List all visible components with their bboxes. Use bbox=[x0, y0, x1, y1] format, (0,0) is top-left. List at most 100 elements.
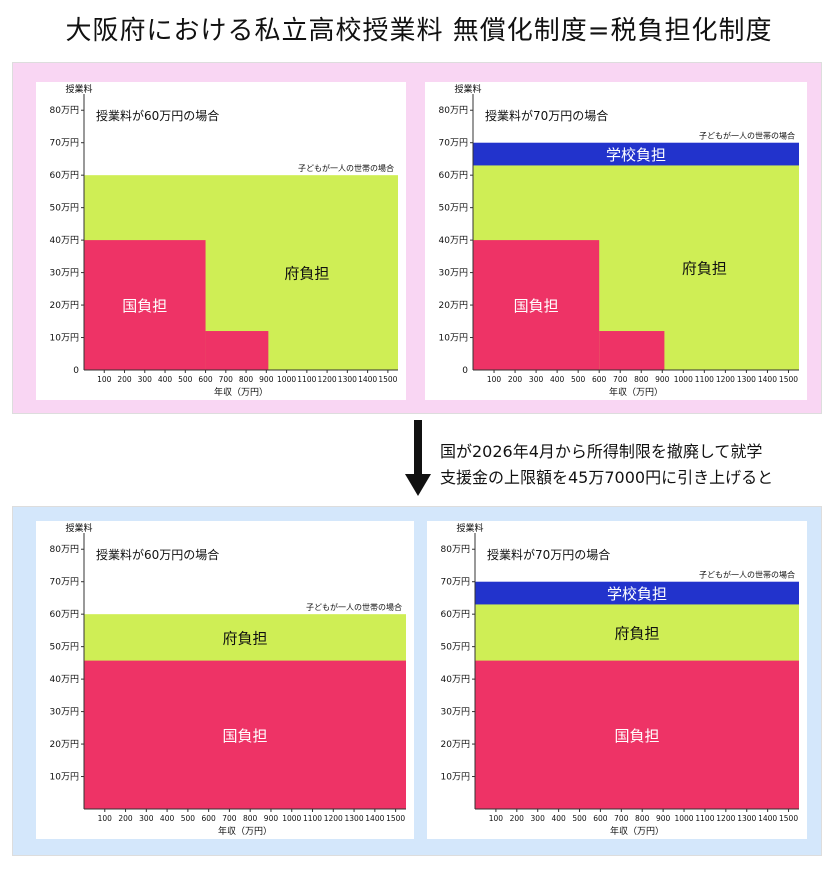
x-tick-label: 1500 bbox=[386, 814, 405, 823]
y-tick-label: 40万円 bbox=[441, 674, 470, 685]
x-tick-label: 500 bbox=[572, 814, 587, 823]
x-tick-label: 1200 bbox=[324, 814, 343, 823]
chart-subtitle: 授業料が70万円の場合 bbox=[487, 547, 610, 562]
y-tick-label: 10万円 bbox=[50, 333, 79, 344]
y-tick-label: 70万円 bbox=[50, 138, 79, 149]
chart-note: 子どもが一人の世帯の場合 bbox=[699, 131, 795, 141]
x-tick-label: 400 bbox=[160, 814, 175, 823]
y-axis-label: 授業料 bbox=[65, 83, 92, 95]
x-tick-label: 1100 bbox=[695, 814, 714, 823]
x-tick-label: 1400 bbox=[758, 814, 777, 823]
y-axis-label: 授業料 bbox=[65, 522, 92, 534]
x-tick-label: 1200 bbox=[318, 375, 337, 384]
chart-note: 子どもが一人の世帯の場合 bbox=[699, 570, 795, 580]
x-tick-label: 600 bbox=[593, 814, 608, 823]
chart-note: 子どもが一人の世帯の場合 bbox=[306, 602, 402, 612]
y-tick-label: 30万円 bbox=[50, 707, 79, 718]
y-tick-label: 20万円 bbox=[50, 300, 79, 311]
chart-svg: 国負担 府負担 学校負担 10万円 20万円 30万円 40万円 50万円 60万円 70万円 80… bbox=[439, 83, 799, 398]
x-tick-label: 600 bbox=[592, 375, 607, 384]
y-tick-label: 70万円 bbox=[439, 138, 468, 149]
area-label-school: 学校負担 bbox=[607, 585, 667, 603]
x-tick-label: 900 bbox=[656, 814, 671, 823]
area-国負担-step bbox=[205, 331, 269, 370]
y-tick-label: 20万円 bbox=[441, 739, 470, 750]
area-label-school: 学校負担 bbox=[606, 146, 666, 164]
chart-before-70: 国負担 府負担 学校負担 10万円 20万円 30万円 40万円 50万円 60万円 70万円 80… bbox=[425, 82, 807, 400]
y-tick-label: 50万円 bbox=[50, 203, 79, 214]
area-label-prefecture: 府負担 bbox=[284, 265, 329, 283]
y-zero-label: 0 bbox=[73, 366, 79, 376]
y-tick-label: 40万円 bbox=[50, 674, 79, 685]
x-tick-label: 1000 bbox=[282, 814, 301, 823]
area-国負担-step bbox=[84, 240, 206, 370]
y-tick-label: 50万円 bbox=[441, 642, 470, 653]
y-tick-label: 80万円 bbox=[439, 105, 468, 116]
x-tick-label: 100 bbox=[97, 375, 112, 384]
x-tick-label: 700 bbox=[613, 375, 628, 384]
area-label-prefecture: 府負担 bbox=[222, 629, 267, 647]
main-title: 大阪府における私立高校授業料 無償化制度=税負担化制度 bbox=[65, 16, 773, 46]
x-tick-label: 800 bbox=[239, 375, 254, 384]
x-tick-label: 400 bbox=[158, 375, 173, 384]
area-label-national: 国負担 bbox=[222, 727, 267, 745]
y-tick-label: 70万円 bbox=[50, 577, 79, 588]
chart-subtitle: 授業料が60万円の場合 bbox=[96, 108, 219, 123]
x-tick-label: 300 bbox=[529, 375, 544, 384]
x-tick-label: 200 bbox=[510, 814, 525, 823]
y-tick-label: 30万円 bbox=[50, 268, 79, 279]
x-tick-label: 600 bbox=[201, 814, 216, 823]
x-tick-label: 500 bbox=[178, 375, 193, 384]
x-tick-label: 1400 bbox=[758, 375, 777, 384]
area-label-prefecture: 府負担 bbox=[614, 625, 659, 643]
x-tick-label: 100 bbox=[489, 814, 504, 823]
x-tick-label: 300 bbox=[531, 814, 546, 823]
y-tick-label: 70万円 bbox=[441, 577, 470, 588]
y-tick-label: 10万円 bbox=[50, 772, 79, 783]
y-tick-label: 80万円 bbox=[50, 544, 79, 555]
down-arrow-icon bbox=[405, 420, 431, 496]
y-axis-label: 授業料 bbox=[454, 83, 481, 95]
x-axis-label: 年収（万円） bbox=[214, 386, 268, 398]
chart-svg: 国負担 府負担 10万円 20万円 30万円 40万円 50万円 60万円 70万円 80万円 0 1… bbox=[50, 83, 398, 398]
x-tick-label: 1500 bbox=[378, 375, 397, 384]
area-国負担-step bbox=[473, 240, 600, 370]
x-tick-label: 200 bbox=[117, 375, 132, 384]
area-国負担-step bbox=[475, 660, 799, 809]
x-tick-label: 500 bbox=[181, 814, 196, 823]
x-tick-label: 200 bbox=[508, 375, 523, 384]
y-tick-label: 30万円 bbox=[441, 707, 470, 718]
x-axis-label: 年収（万円） bbox=[610, 825, 664, 837]
area-label-national: 国負担 bbox=[122, 297, 167, 315]
x-tick-label: 100 bbox=[487, 375, 502, 384]
x-tick-label: 1200 bbox=[716, 814, 735, 823]
y-tick-label: 60万円 bbox=[50, 170, 79, 181]
x-tick-label: 500 bbox=[571, 375, 586, 384]
y-tick-label: 60万円 bbox=[439, 170, 468, 181]
chart-svg: 国負担 府負担 10万円 20万円 30万円 40万円 50万円 60万円 70万円 80万円 10… bbox=[50, 522, 406, 837]
x-tick-label: 1200 bbox=[716, 375, 735, 384]
x-axis-label: 年収（万円） bbox=[609, 386, 663, 398]
x-tick-label: 200 bbox=[118, 814, 133, 823]
y-zero-label: 0 bbox=[462, 366, 468, 376]
x-tick-label: 300 bbox=[138, 375, 153, 384]
x-tick-label: 1100 bbox=[303, 814, 322, 823]
area-label-national: 国負担 bbox=[514, 297, 559, 315]
x-tick-label: 700 bbox=[614, 814, 629, 823]
x-tick-label: 1300 bbox=[737, 814, 756, 823]
y-tick-label: 40万円 bbox=[439, 235, 468, 246]
x-tick-label: 1000 bbox=[674, 814, 693, 823]
chart-after-60: 国負担 府負担 10万円 20万円 30万円 40万円 50万円 60万円 70万円 80万円 10… bbox=[36, 521, 414, 839]
x-tick-label: 1500 bbox=[779, 375, 798, 384]
x-tick-label: 1300 bbox=[345, 814, 364, 823]
x-tick-label: 1000 bbox=[674, 375, 693, 384]
chart-subtitle: 授業料が70万円の場合 bbox=[485, 108, 608, 123]
x-tick-label: 600 bbox=[198, 375, 213, 384]
x-tick-label: 1400 bbox=[358, 375, 377, 384]
chart-note: 子どもが一人の世帯の場合 bbox=[298, 163, 394, 173]
x-tick-label: 300 bbox=[139, 814, 154, 823]
x-tick-label: 1100 bbox=[297, 375, 316, 384]
chart-subtitle: 授業料が60万円の場合 bbox=[96, 547, 219, 562]
y-tick-label: 10万円 bbox=[439, 333, 468, 344]
y-tick-label: 30万円 bbox=[439, 268, 468, 279]
